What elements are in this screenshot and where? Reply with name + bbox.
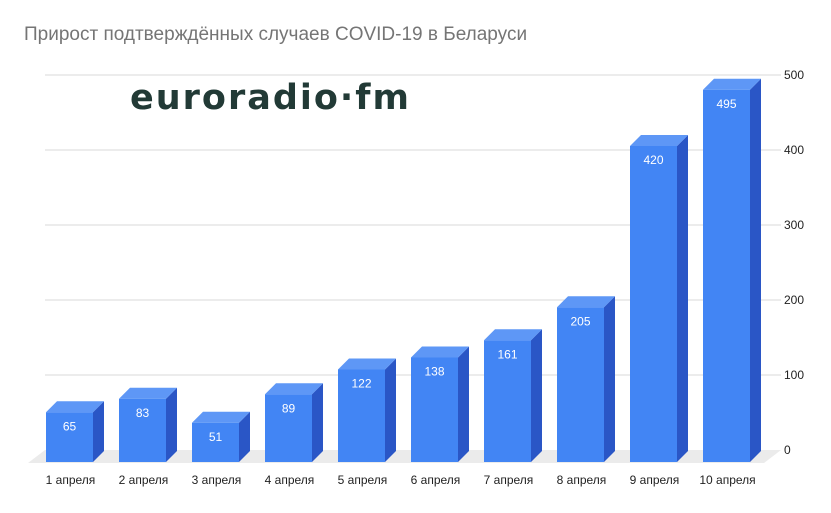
bar: [630, 135, 688, 462]
x-axis-ticks: 1 апреля 2 апреля 3 апреля 4 апреля 5 апреля…: [46, 473, 756, 487]
x-tick-label: 1 апреля: [46, 473, 96, 487]
x-tick-label: 6 апреля: [411, 473, 461, 487]
bar-front: [557, 307, 604, 462]
bar-side: [93, 401, 104, 462]
x-tick-label: 7 апреля: [484, 473, 534, 487]
y-tick-label: 0: [784, 443, 791, 457]
bar-side: [677, 135, 688, 462]
bar-top: [265, 383, 323, 395]
y-tick-label: 200: [784, 293, 804, 307]
bar-top: [484, 329, 542, 341]
x-tick-label: 5 апреля: [338, 473, 388, 487]
x-tick-label: 9 апреля: [630, 473, 680, 487]
y-tick-label: 300: [784, 218, 804, 232]
x-tick-label: 3 апреля: [192, 473, 242, 487]
bar-front: [630, 146, 677, 462]
bar: [265, 383, 323, 462]
bar: [557, 296, 615, 462]
bar-front: [411, 357, 458, 462]
y-axis-ticks: 0 100 200 300 400 500: [784, 68, 804, 457]
bar-value-label: 495: [716, 97, 736, 111]
bar-side: [312, 383, 323, 462]
data-labels: 65 83 51 89 122 138 161 205 420 495: [63, 97, 737, 444]
bar-side: [604, 296, 615, 462]
bar-value-label: 51: [209, 430, 223, 444]
chart-title: Прирост подтверждённых случаев COVID-19 …: [24, 24, 528, 45]
bar-value-label: 161: [497, 347, 517, 361]
bar: [703, 78, 761, 462]
bar-side: [750, 78, 761, 462]
y-tick-label: 500: [784, 68, 804, 82]
bar-side: [531, 329, 542, 462]
y-tick-label: 100: [784, 368, 804, 382]
bar-value-label: 83: [136, 406, 150, 420]
bar-side: [385, 358, 396, 462]
bar-top: [630, 135, 688, 146]
y-tick-label: 400: [784, 143, 804, 157]
bar-top: [119, 387, 177, 399]
bar: [338, 358, 396, 462]
x-tick-label: 4 апреля: [265, 473, 315, 487]
bar: [411, 346, 469, 462]
x-tick-label: 8 апреля: [557, 473, 607, 487]
bar-value-label: 420: [643, 153, 663, 167]
bars: [46, 78, 761, 462]
bar-front: [265, 394, 312, 462]
bar: [484, 329, 542, 462]
bar-value-label: 138: [424, 365, 444, 379]
bar-front: [192, 422, 239, 462]
euroradio-logo: euroradio·fm: [130, 78, 411, 118]
bar-top: [411, 346, 469, 358]
bar-front: [703, 89, 750, 462]
bar-top: [192, 411, 250, 423]
bar-front: [46, 412, 93, 462]
bar-top: [46, 401, 104, 413]
bar-side: [458, 346, 469, 462]
bar: [192, 411, 250, 462]
bar-front: [484, 340, 531, 462]
x-tick-label: 10 апреля: [699, 473, 755, 487]
bar-top: [557, 296, 615, 308]
bar-front: [338, 369, 385, 462]
bar-top: [338, 358, 396, 370]
bar-front: [119, 398, 166, 462]
bar-side: [239, 411, 250, 462]
bar-value-label: 122: [351, 377, 371, 391]
bar-value-label: 65: [63, 419, 77, 433]
x-tick-label: 2 апреля: [119, 473, 169, 487]
bar-top: [703, 78, 761, 90]
bar-value-label: 89: [282, 401, 296, 415]
bar: [119, 387, 177, 462]
bar-value-label: 205: [570, 314, 590, 328]
bar: [46, 401, 104, 462]
bar-side: [166, 387, 177, 462]
